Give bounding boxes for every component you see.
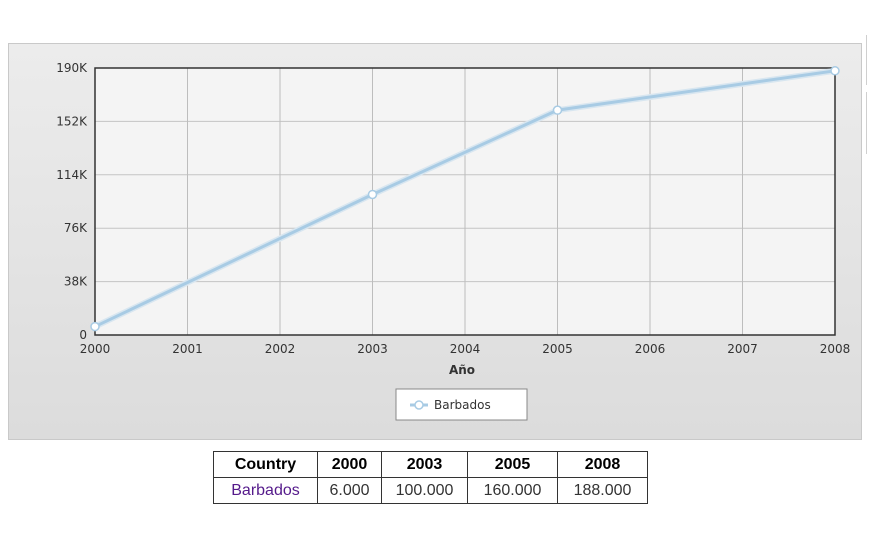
series-line [94, 69, 836, 328]
legend[interactable]: Barbados [395, 388, 528, 421]
y-tick-label: 114K [56, 168, 88, 182]
legend-marker-icon [414, 400, 424, 410]
data-point[interactable] [552, 105, 563, 115]
header-2008: 2008 [557, 451, 648, 478]
x-tick-label: 2004 [450, 342, 481, 356]
x-tick-label: 2000 [80, 342, 111, 356]
cell-value: 160.000 [467, 477, 558, 504]
data-point[interactable] [367, 189, 378, 200]
data-point[interactable] [830, 66, 840, 76]
x-tick-label: 2008 [820, 342, 851, 356]
x-axis-ticks: 2000 2001 2002 2003 2004 2005 2006 2007 2008 [80, 342, 851, 356]
chart-panel: 0 38K 76K 114K 152K 190K 2000 2001 2002 2003 2004… [8, 43, 862, 440]
data-table: Country 2000 2003 2005 2008 Barbados 6.0… [213, 451, 648, 504]
table-header-row: Country 2000 2003 2005 2008 [213, 451, 648, 478]
header-country: Country [213, 451, 318, 478]
x-tick-label: 2001 [172, 342, 203, 356]
cell-value: 6.000 [317, 477, 382, 504]
plot-border [94, 67, 836, 336]
header-2005: 2005 [467, 451, 558, 478]
header-2003: 2003 [381, 451, 468, 478]
line-chart: 0 38K 76K 114K 152K 190K 2000 2001 2002 2003 2004… [56, 61, 851, 421]
y-tick-label: 190K [56, 61, 88, 75]
right-edge-line [866, 35, 867, 85]
header-2000: 2000 [317, 451, 382, 478]
cell-country-link[interactable]: Barbados [213, 477, 318, 504]
y-tick-label: 76K [64, 221, 88, 235]
x-tick-label: 2006 [635, 342, 666, 356]
x-tick-label: 2002 [265, 342, 296, 356]
x-tick-label: 2005 [542, 342, 573, 356]
table-row: Barbados 6.000 100.000 160.000 188.000 [213, 477, 648, 504]
x-tick-label: 2007 [727, 342, 758, 356]
x-tick-label: 2003 [357, 342, 388, 356]
series-barbados [90, 66, 840, 332]
data-point[interactable] [90, 321, 100, 332]
right-edge-line-lower [866, 92, 867, 154]
cell-value: 100.000 [381, 477, 468, 504]
y-tick-label: 152K [56, 114, 88, 128]
y-tick-label: 38K [64, 275, 88, 289]
x-axis-title: Año [449, 363, 475, 377]
y-axis-ticks: 0 38K 76K 114K 152K 190K [56, 61, 88, 342]
y-tick-label: 0 [79, 328, 87, 342]
cell-value: 188.000 [557, 477, 648, 504]
legend-label: Barbados [434, 398, 491, 412]
